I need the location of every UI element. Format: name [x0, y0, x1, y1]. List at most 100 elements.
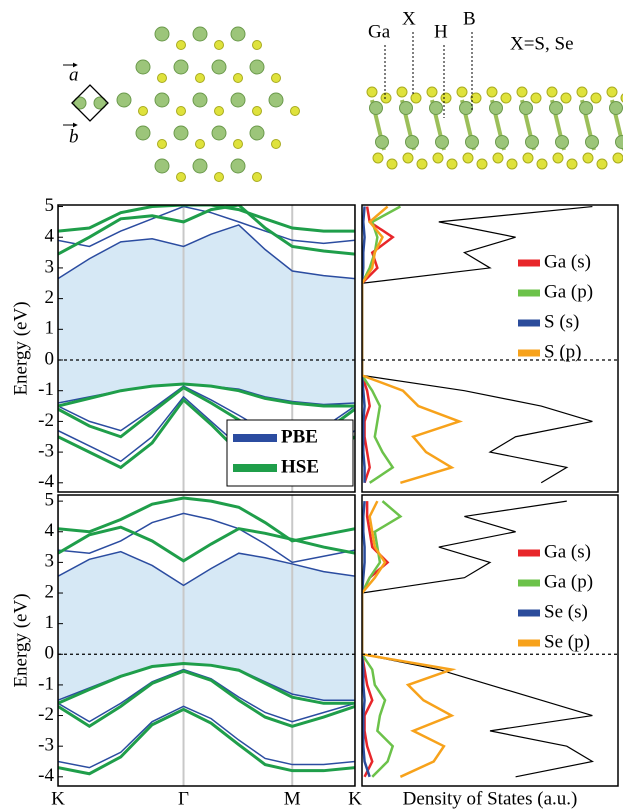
y-tick-label: 4	[45, 520, 55, 541]
y-tick-label: 5	[45, 489, 55, 510]
band-line	[58, 224, 355, 280]
plot-area	[362, 205, 593, 484]
atom	[560, 92, 572, 104]
band-line	[58, 382, 355, 408]
atom	[230, 26, 246, 42]
atom	[372, 152, 384, 164]
band-line	[58, 525, 355, 563]
atom	[249, 125, 265, 141]
legend-label: Se (s)	[544, 601, 588, 622]
atom	[252, 106, 262, 116]
atom	[73, 96, 87, 110]
band-line	[58, 205, 355, 233]
atom	[396, 86, 408, 98]
atom	[271, 139, 281, 149]
atom	[530, 92, 542, 104]
band-line	[58, 496, 355, 543]
atom	[465, 135, 479, 149]
atom	[516, 86, 528, 98]
dos-line	[362, 205, 401, 484]
atom	[173, 59, 189, 75]
y-tick-label: -3	[38, 735, 54, 756]
y-axis-label: Energy (eV)	[10, 593, 31, 687]
atom	[211, 59, 227, 75]
x-tick-label: Γ	[178, 788, 189, 809]
atom	[369, 101, 383, 115]
atom	[135, 125, 151, 141]
atom	[249, 59, 265, 75]
atom	[214, 106, 224, 116]
unit-cell	[71, 84, 109, 122]
atom	[195, 73, 205, 83]
y-tick-label: 1	[45, 612, 55, 633]
dos-line	[362, 500, 595, 778]
atom	[252, 172, 262, 182]
legend-label: S (p)	[544, 341, 581, 362]
y-axis-label: Energy (eV)	[10, 301, 31, 395]
atom	[429, 101, 443, 115]
atom	[552, 152, 564, 164]
atom	[176, 172, 186, 182]
plot-frame	[57, 204, 356, 493]
atom	[154, 26, 170, 42]
y-tick-label: -1	[38, 673, 54, 694]
y-tick-label: 2	[45, 287, 55, 308]
vector-label: a	[69, 64, 79, 85]
legend-label: PBE	[281, 426, 318, 447]
atom	[138, 106, 148, 116]
atom	[230, 92, 246, 108]
band-line	[58, 661, 355, 705]
atom	[489, 101, 503, 115]
atom	[440, 92, 452, 104]
legend-label: S (s)	[544, 311, 579, 332]
legend-label: Ga (s)	[544, 251, 591, 272]
dos-line	[362, 205, 593, 484]
y-tick-label: -4	[38, 765, 54, 786]
atom	[446, 158, 458, 170]
atom	[268, 92, 284, 108]
atom	[93, 96, 107, 110]
band-line	[58, 205, 355, 256]
plot-area	[58, 495, 355, 786]
atom	[432, 152, 444, 164]
y-tick-label: 2	[45, 581, 55, 602]
atom	[366, 86, 378, 98]
atom	[386, 158, 398, 170]
atom	[230, 158, 246, 174]
atom	[211, 125, 227, 141]
atom-label: B	[463, 8, 476, 29]
atom	[214, 40, 224, 50]
atom	[399, 101, 413, 115]
x-axis-label: Density of States (a.u.)	[403, 788, 578, 809]
band-line	[58, 550, 355, 587]
dos-line	[362, 500, 403, 778]
band-line	[58, 512, 355, 564]
atom	[375, 135, 389, 149]
atom	[525, 135, 539, 149]
y-tick-label: 3	[45, 551, 55, 572]
y-tick-label: -3	[38, 440, 54, 461]
atom	[290, 106, 300, 116]
x-tick-label: M	[284, 788, 301, 809]
y-tick-label: 0	[45, 348, 55, 369]
atom	[192, 158, 208, 174]
atom-label: X	[402, 8, 416, 29]
dos-line	[362, 206, 395, 484]
atom	[492, 152, 504, 164]
atom	[536, 158, 548, 170]
atom	[555, 135, 569, 149]
atom	[522, 152, 534, 164]
legend-label: Ga (p)	[544, 281, 593, 302]
atom	[470, 92, 482, 104]
atom	[405, 135, 419, 149]
dos-line	[362, 500, 457, 778]
y-tick-label: -2	[38, 704, 54, 725]
atom	[173, 125, 189, 141]
atom	[495, 135, 509, 149]
atom	[135, 59, 151, 75]
atom	[157, 73, 167, 83]
dos-line	[362, 501, 371, 778]
atom	[606, 86, 618, 98]
atom	[612, 152, 623, 164]
